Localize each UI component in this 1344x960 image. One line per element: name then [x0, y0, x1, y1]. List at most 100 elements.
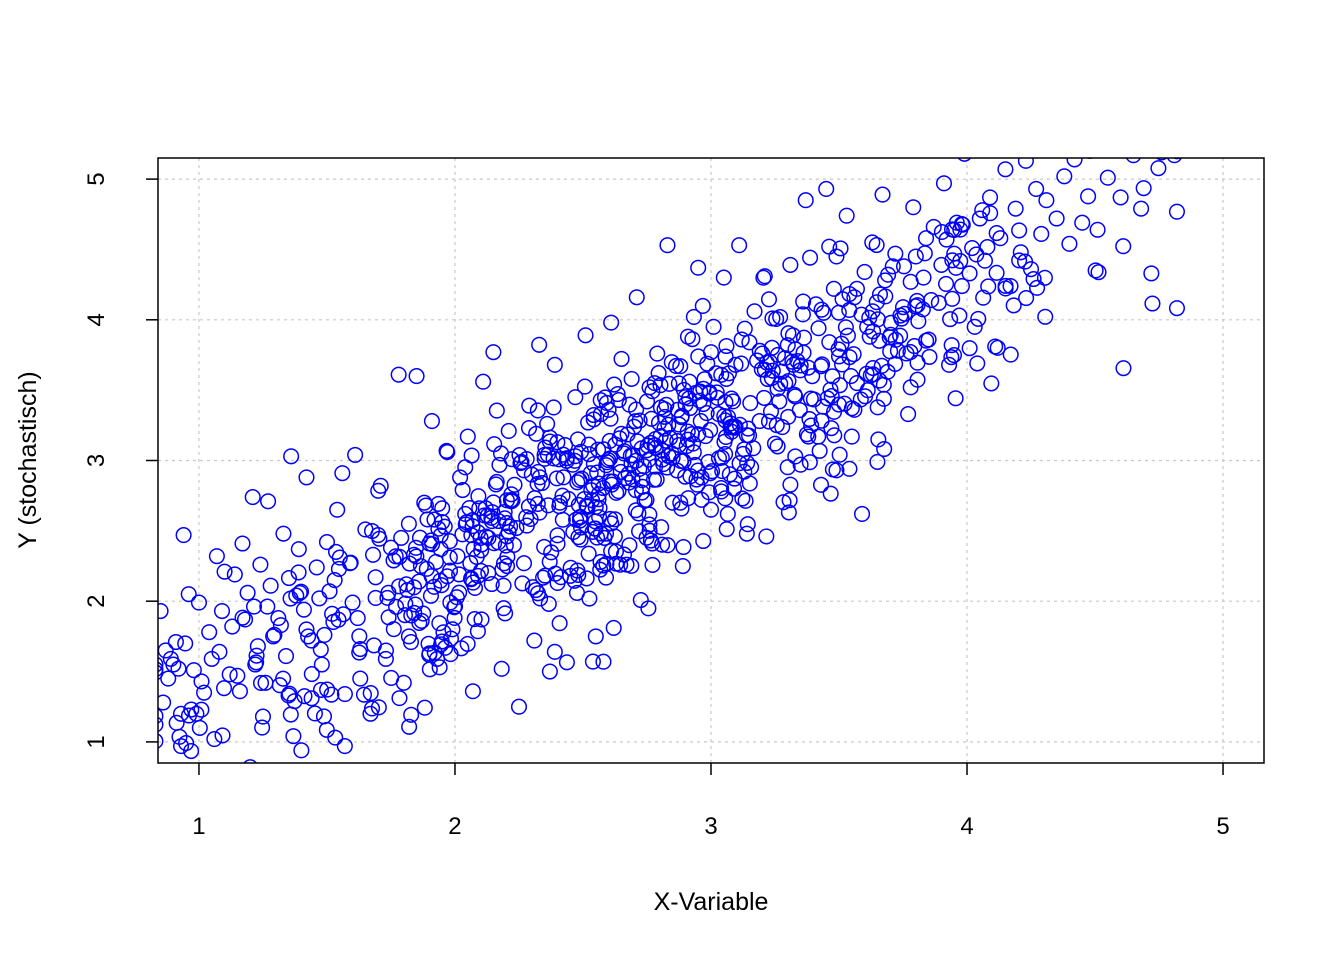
data-point: [1155, 158, 1168, 161]
data-point: [695, 532, 712, 550]
data-point: [215, 680, 233, 697]
data-point: [566, 452, 583, 469]
data-point: [185, 662, 202, 679]
data-point: [423, 413, 440, 430]
data-point: [630, 505, 647, 522]
data-point: [330, 611, 347, 628]
data-point: [597, 389, 614, 406]
data-point: [408, 368, 425, 385]
data-point: [554, 511, 571, 528]
data-point: [734, 445, 752, 463]
data-point: [768, 417, 785, 434]
data-point: [876, 440, 893, 458]
data-point: [801, 454, 818, 471]
data-point: [848, 375, 865, 392]
data-point: [1112, 189, 1129, 206]
data-point: [444, 621, 461, 638]
data-point: [631, 412, 648, 429]
data-point: [988, 264, 1005, 281]
data-point: [670, 375, 687, 392]
data-point: [573, 470, 590, 487]
data-point: [432, 572, 449, 589]
data-point: [743, 459, 760, 476]
data-point: [717, 490, 734, 507]
data-point: [825, 280, 842, 297]
data-point: [476, 507, 493, 524]
data-point: [597, 569, 615, 586]
data-points: [148, 142, 1186, 788]
data-point: [540, 595, 557, 612]
data-point: [383, 669, 400, 686]
data-point: [540, 497, 557, 514]
data-point: [1029, 279, 1046, 296]
data-point: [769, 438, 786, 455]
data-point: [148, 773, 163, 788]
data-point: [515, 555, 533, 572]
data-point: [606, 528, 623, 545]
data-point: [488, 402, 505, 419]
data-point: [300, 628, 317, 645]
data-point: [592, 561, 609, 578]
data-point: [595, 557, 612, 574]
data-point: [697, 428, 714, 445]
data-point: [935, 175, 953, 192]
data-point: [920, 331, 937, 348]
data-point: [693, 469, 710, 486]
data-point: [731, 416, 748, 433]
data-point: [403, 706, 420, 723]
data-point: [828, 248, 845, 265]
data-point: [260, 493, 277, 510]
data-point: [1168, 300, 1186, 317]
data-point: [649, 345, 666, 362]
data-point: [1125, 158, 1141, 164]
data-point: [344, 594, 361, 611]
data-point: [738, 525, 755, 542]
data-point: [365, 637, 382, 654]
data-point: [742, 395, 759, 412]
data-point: [529, 585, 547, 602]
data-point: [518, 509, 535, 526]
data-point: [673, 409, 690, 426]
data-point: [644, 383, 661, 400]
data-point: [837, 319, 854, 336]
data-point: [845, 346, 862, 363]
data-point: [303, 690, 320, 707]
data-point: [312, 641, 329, 658]
data-point: [824, 368, 841, 385]
data-point: [1071, 142, 1086, 157]
data-point: [423, 568, 440, 585]
data-point: [589, 529, 606, 546]
data-point: [321, 583, 338, 600]
data-point: [679, 328, 697, 345]
data-point: [952, 221, 969, 238]
data-point: [702, 465, 719, 482]
data-point: [432, 541, 449, 558]
data-point: [810, 320, 827, 337]
data-point: [402, 634, 420, 651]
data-point: [795, 293, 812, 310]
data-point: [206, 731, 223, 748]
data-point: [585, 406, 602, 424]
data-point: [295, 601, 312, 618]
data-point: [454, 526, 471, 543]
data-point: [442, 594, 459, 611]
data-point: [642, 532, 659, 549]
data-point: [570, 496, 587, 513]
x-tick-label: 5: [1216, 813, 1229, 840]
data-point: [543, 544, 560, 561]
data-point: [680, 490, 697, 507]
data-point: [213, 602, 231, 620]
data-point: [698, 405, 715, 422]
data-point: [797, 192, 814, 209]
data-point: [531, 469, 548, 486]
data-point: [603, 314, 620, 331]
data-point: [1074, 214, 1091, 231]
data-point: [811, 442, 828, 459]
data-point: [438, 442, 455, 459]
data-point: [745, 440, 762, 457]
y-axis: 1 2 3 4 5: [83, 172, 158, 749]
data-point: [997, 161, 1014, 178]
data-point: [422, 587, 439, 604]
data-point: [401, 718, 418, 735]
data-point: [400, 515, 417, 532]
